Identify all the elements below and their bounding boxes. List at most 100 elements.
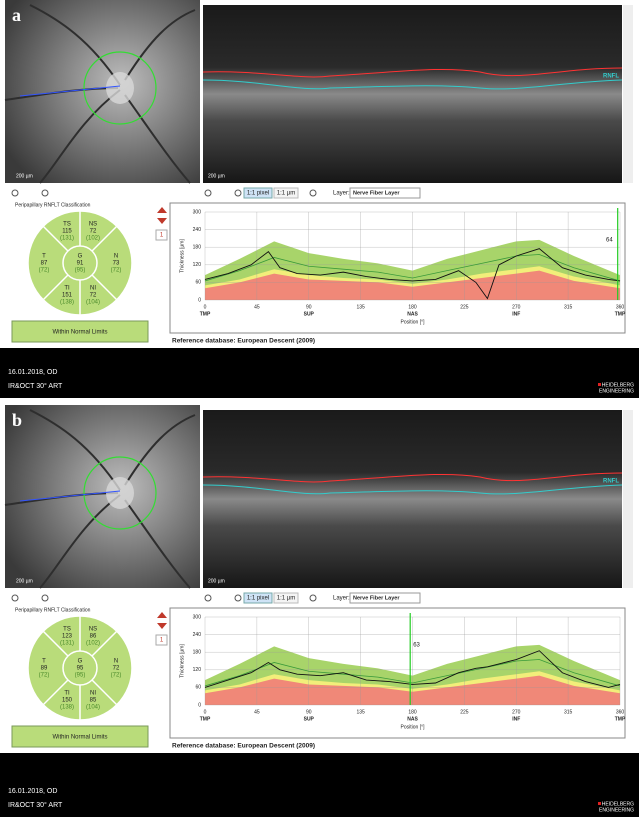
tool-icon[interactable] <box>41 189 49 197</box>
sector-normal: (131) <box>60 641 74 647</box>
reference-database: Reference database: European Descent (20… <box>172 743 315 750</box>
sector-name: NI <box>90 286 96 292</box>
x-region-label: TMP <box>200 716 211 722</box>
tool-icon[interactable] <box>11 189 19 197</box>
zoom-um-button[interactable] <box>273 187 299 199</box>
oct-scale: 200 µm <box>208 173 225 179</box>
sector-name: NS <box>89 222 97 228</box>
sector-divider <box>42 679 69 706</box>
arrow-down[interactable] <box>157 218 167 224</box>
brand-bottom: ENGINEERING <box>599 807 634 813</box>
panel-label: a <box>12 5 21 25</box>
sector-normal: (138) <box>60 705 74 711</box>
sector-name: NI <box>90 691 96 697</box>
marker-value: 63 <box>413 643 420 649</box>
ilm-boundary <box>202 472 623 483</box>
sector-value: 72 <box>113 666 120 672</box>
sector-divider <box>91 225 118 252</box>
oct-layer-tag: RNFL <box>603 74 619 80</box>
sector-name: TI <box>64 691 70 697</box>
tool-icon[interactable] <box>309 594 317 602</box>
oct-image <box>203 5 622 183</box>
y-axis-label: Thickness [µm] <box>179 239 185 273</box>
fundus-image <box>5 0 200 183</box>
oct-image <box>203 410 622 588</box>
tool-icon[interactable] <box>11 594 19 602</box>
tool-icon[interactable] <box>41 594 49 602</box>
layer-value: Nerve Fiber Layer <box>353 190 400 196</box>
y-tick-label: 240 <box>193 227 202 233</box>
y-tick-label: 300 <box>193 614 202 620</box>
arrow-down[interactable] <box>157 623 167 629</box>
brand-dot <box>598 802 601 805</box>
sector-normal: (104) <box>86 300 100 306</box>
result-box <box>11 725 149 748</box>
scan-index-box <box>155 229 168 241</box>
sector-value: 87 <box>41 261 48 267</box>
sector-name: T <box>42 254 46 260</box>
sector-divider <box>42 630 69 657</box>
zoom-um-button[interactable] <box>273 592 299 604</box>
sector-value: 151 <box>62 293 73 299</box>
sector-name: TS <box>63 627 71 633</box>
scan-circle <box>83 51 157 125</box>
x-tick-label: 225 <box>460 304 469 310</box>
rnfl-boundary <box>202 484 623 495</box>
sector-value: 115 <box>62 229 72 235</box>
zoom-um: 1:1 µm <box>277 596 295 602</box>
layer-value: Nerve Fiber Layer <box>353 595 400 601</box>
footer-mode: IR&OCT 30° ART <box>8 801 63 809</box>
sector-value: 73 <box>113 261 120 267</box>
tool-icon[interactable] <box>234 189 242 197</box>
arrow-up[interactable] <box>157 612 167 618</box>
sector-normal: (72) <box>39 268 50 274</box>
x-tick-label: 0 <box>204 709 207 715</box>
x-tick-label: 225 <box>460 709 469 715</box>
x-region-label: SUP <box>304 311 315 317</box>
x-region-label: TMP <box>615 311 626 317</box>
sector-divider <box>91 679 118 706</box>
sector-name: G <box>78 659 83 665</box>
vessel <box>29 4 121 86</box>
x-tick-label: 360 <box>616 709 625 715</box>
scan-line <box>19 85 121 97</box>
marker-value: 64 <box>606 238 613 244</box>
rnfl-boundary <box>202 79 623 90</box>
sector-normal: (102) <box>86 236 100 242</box>
sector-normal: (95) <box>75 673 86 679</box>
arrow-up[interactable] <box>157 207 167 213</box>
layer-select[interactable] <box>349 592 421 604</box>
sector-name: NS <box>89 627 97 633</box>
zoom-pixel-button[interactable] <box>243 187 273 199</box>
sector-value: 85 <box>90 698 97 704</box>
sector-normal: (72) <box>111 268 122 274</box>
x-axis-label: Position [°] <box>401 724 426 730</box>
scrollbar[interactable] <box>623 410 633 588</box>
sector-divider <box>91 274 118 301</box>
y-tick-label: 0 <box>198 702 201 708</box>
layer-label: Layer: <box>333 191 350 197</box>
sector-value: 72 <box>90 293 97 299</box>
x-region-label: SUP <box>304 716 315 722</box>
sector-value: 89 <box>41 666 48 672</box>
y-axis-label: Thickness [µm] <box>179 644 185 678</box>
tool-icon[interactable] <box>204 594 212 602</box>
zoom-pixel-button[interactable] <box>243 592 273 604</box>
tool-icon[interactable] <box>309 189 317 197</box>
x-tick-label: 135 <box>356 709 365 715</box>
classification-title: Peripapillary RNFLT Classification <box>15 607 91 613</box>
zoom-pixel: 1:1 pixel <box>247 191 269 197</box>
sector-name: TI <box>64 286 70 292</box>
tool-icon[interactable] <box>204 189 212 197</box>
y-tick-label: 60 <box>195 280 201 286</box>
sector-name: N <box>114 254 118 260</box>
brand-dot <box>598 383 601 386</box>
layer-label: Layer: <box>333 596 350 602</box>
thickness-line <box>204 650 621 688</box>
brand-top: HEIDELBERG <box>602 382 634 388</box>
x-tick-label: 360 <box>616 304 625 310</box>
tool-icon[interactable] <box>234 594 242 602</box>
scrollbar[interactable] <box>623 5 633 183</box>
optic-disc <box>106 72 134 104</box>
layer-select[interactable] <box>349 187 421 199</box>
